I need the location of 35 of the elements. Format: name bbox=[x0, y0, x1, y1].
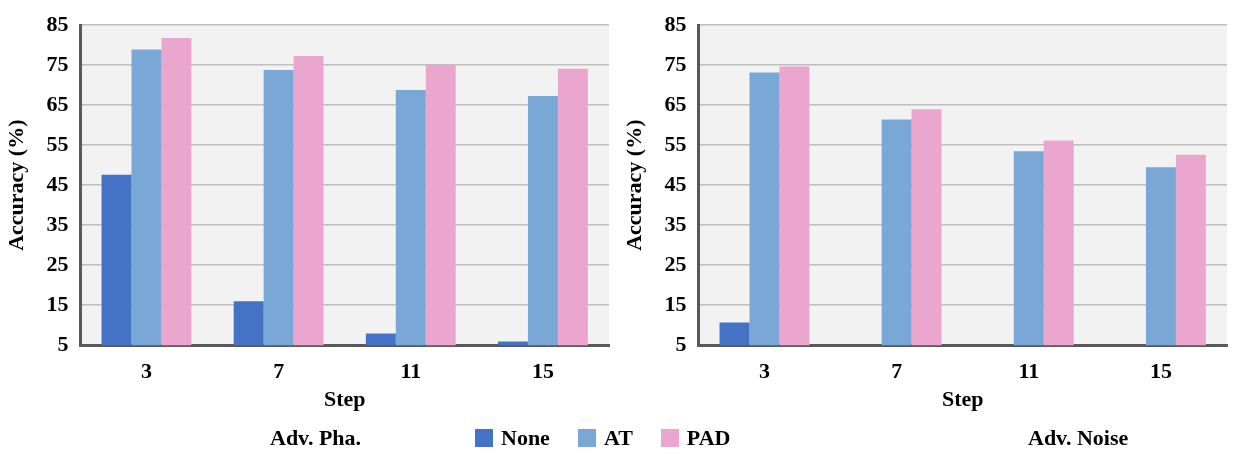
x-tick-label: 15 bbox=[531, 358, 554, 384]
legend-label: AT bbox=[603, 425, 633, 451]
x-tick-label: 15 bbox=[1149, 358, 1172, 384]
y-tick-label: 85 bbox=[46, 10, 69, 36]
y-tick-label: 45 bbox=[664, 170, 687, 196]
y-tick-label: 25 bbox=[664, 250, 687, 276]
y-tick-label: 5 bbox=[675, 330, 687, 356]
y-tick-label: 35 bbox=[46, 210, 69, 236]
y-tick-label: 25 bbox=[46, 250, 69, 276]
y-tick-label: 55 bbox=[46, 130, 69, 156]
y-axis-title: Accuracy (%) bbox=[620, 119, 646, 251]
text: Adv. Noise bbox=[1028, 425, 1129, 451]
y-tick-label: 75 bbox=[664, 50, 687, 76]
x-tick-label: 11 bbox=[1018, 358, 1040, 384]
legend-label: PAD bbox=[686, 425, 731, 451]
text: Adv. Pha. bbox=[270, 425, 362, 451]
y-tick-label: 35 bbox=[664, 210, 687, 236]
x-tick-label: 7 bbox=[891, 358, 903, 384]
x-tick-label: 3 bbox=[758, 358, 770, 384]
y-tick-label: 65 bbox=[46, 90, 69, 116]
x-tick-label: 11 bbox=[400, 358, 422, 384]
y-tick-label: 5 bbox=[57, 330, 69, 356]
x-tick-label: 7 bbox=[273, 358, 285, 384]
y-tick-label: 45 bbox=[46, 170, 69, 196]
y-tick-label: 65 bbox=[664, 90, 687, 116]
legend-label: None bbox=[501, 425, 550, 451]
y-tick-label: 75 bbox=[46, 50, 69, 76]
y-axis-title: Accuracy (%) bbox=[2, 119, 28, 251]
x-axis-title: Step bbox=[323, 386, 366, 412]
y-tick-label: 15 bbox=[664, 290, 687, 316]
x-axis-title: Step bbox=[941, 386, 984, 412]
y-tick-label: 85 bbox=[664, 10, 687, 36]
x-tick-label: 3 bbox=[140, 358, 152, 384]
y-tick-label: 55 bbox=[664, 130, 687, 156]
y-tick-label: 15 bbox=[46, 290, 69, 316]
